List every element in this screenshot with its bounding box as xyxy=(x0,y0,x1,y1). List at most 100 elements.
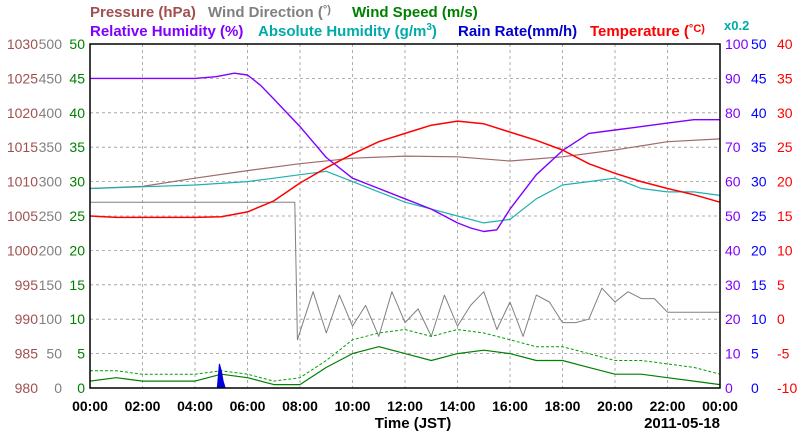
temperature-tick-label: 30 xyxy=(777,105,793,121)
x-tick-label: 00:00 xyxy=(72,398,108,414)
rain_rate-tick-label: 40 xyxy=(751,105,767,121)
rain_rate-tick-label: 5 xyxy=(751,346,759,362)
pressure-tick-label: 995 xyxy=(15,277,39,293)
x-tick-label: 14:00 xyxy=(440,398,476,414)
rain_rate-tick-label: 25 xyxy=(751,208,767,224)
humidity-tick-label: 80 xyxy=(725,105,741,121)
wind_speed-tick-label: 25 xyxy=(69,208,85,224)
humidity-tick-label: 50 xyxy=(725,208,741,224)
series-abs-humidity xyxy=(89,170,721,224)
rain_rate-tick-label: 45 xyxy=(751,70,767,86)
temperature-tick-label: 15 xyxy=(777,208,793,224)
humidity-tick-label: 20 xyxy=(725,311,741,327)
humidity-tick-label: 10 xyxy=(725,346,741,362)
temperature-tick-label: -10 xyxy=(777,380,797,396)
series-temperature xyxy=(89,120,721,219)
humidity-tick-label: 60 xyxy=(725,174,741,190)
rain_rate-tick-label: 35 xyxy=(751,139,767,155)
wind_speed-tick-label: 20 xyxy=(69,242,85,258)
series-wind-speed xyxy=(89,346,721,386)
x-axis-label: Time (JST) xyxy=(375,415,451,432)
humidity-tick-label: 40 xyxy=(725,242,741,258)
title-pressure: Pressure (hPa) xyxy=(90,4,196,21)
x-tick-label: 16:00 xyxy=(492,398,528,414)
series-pressure xyxy=(89,138,721,190)
pressure-tick-label: 1010 xyxy=(7,174,38,190)
wind_dir-tick-label: 200 xyxy=(39,242,63,258)
pressure-tick-label: 1020 xyxy=(7,105,38,121)
wind_dir-tick-label: 450 xyxy=(39,70,63,86)
x-tick-label: 00:00 xyxy=(702,398,738,414)
temperature-tick-label: 35 xyxy=(777,70,793,86)
humidity-tick-label: 30 xyxy=(725,277,741,293)
rain_rate-tick-label: 0 xyxy=(751,380,759,396)
wind_speed-tick-label: 30 xyxy=(69,174,85,190)
x-tick-label: 06:00 xyxy=(230,398,266,414)
wind_dir-tick-label: 50 xyxy=(46,346,62,362)
wind_dir-tick-label: 300 xyxy=(39,174,63,190)
temperature-tick-label: 10 xyxy=(777,242,793,258)
x-axis: 00:00 02:00 04:00 06:00 08:00 10:00 12:00 14:00… xyxy=(72,398,738,414)
pressure-tick-label: 990 xyxy=(15,311,39,327)
date-label: 2011-05-18 xyxy=(644,415,720,432)
series-wind-speed-gust xyxy=(90,329,721,382)
humidity-tick-label: 0 xyxy=(725,380,733,396)
x-tick-label: 08:00 xyxy=(282,398,318,414)
left-axes: 9809859909951000100510101015102010251030… xyxy=(7,36,85,396)
plot-frame xyxy=(89,43,721,389)
temperature-tick-label: 20 xyxy=(777,174,793,190)
title-wind-direction: Wind Direction (°) xyxy=(208,4,331,21)
wind_dir-tick-label: 350 xyxy=(39,139,63,155)
wind_speed-tick-label: 10 xyxy=(69,311,85,327)
title-relative-humidity: Relative Humidity (%) xyxy=(90,23,243,40)
title-wind-speed: Wind Speed (m/s) xyxy=(352,4,478,21)
x-tick-label: 18:00 xyxy=(545,398,581,414)
pressure-tick-label: 1025 xyxy=(7,70,38,86)
temperature-tick-label: 40 xyxy=(777,36,793,52)
temperature-tick-label: -5 xyxy=(777,346,790,362)
wind_speed-tick-label: 0 xyxy=(77,380,85,396)
pressure-tick-label: 1015 xyxy=(7,139,38,155)
wind_dir-tick-label: 150 xyxy=(39,277,63,293)
humidity-tick-label: 100 xyxy=(725,36,749,52)
wind_speed-tick-label: 40 xyxy=(69,105,85,121)
rain_rate-tick-label: 50 xyxy=(751,36,767,52)
series-wind-dir xyxy=(90,201,720,341)
series-layer xyxy=(89,72,721,389)
title-temperature: Temperature (°C) xyxy=(590,23,705,40)
wind_dir-tick-label: 500 xyxy=(39,36,63,52)
wind_speed-tick-label: 45 xyxy=(69,70,85,86)
abs-humidity-scale-note: x0.2 xyxy=(724,18,749,33)
wind_dir-tick-label: 0 xyxy=(54,380,62,396)
series-humidity xyxy=(90,72,720,233)
title-rain-rate: Rain Rate(mm/h) xyxy=(458,23,577,40)
temperature-tick-label: 5 xyxy=(777,277,785,293)
x-tick-label: 22:00 xyxy=(650,398,686,414)
wind_speed-tick-label: 35 xyxy=(69,139,85,155)
x-tick-label: 20:00 xyxy=(597,398,633,414)
rain_rate-tick-label: 10 xyxy=(751,311,767,327)
wind_dir-tick-label: 250 xyxy=(39,208,63,224)
pressure-tick-label: 1000 xyxy=(7,242,38,258)
rain_rate-tick-label: 20 xyxy=(751,242,767,258)
right-axes: 0102030405060708090100051015202530354045… xyxy=(725,36,797,396)
wind_speed-tick-label: 15 xyxy=(69,277,85,293)
wind_speed-tick-label: 5 xyxy=(77,346,85,362)
humidity-tick-label: 70 xyxy=(725,139,741,155)
rain_rate-tick-label: 30 xyxy=(751,174,767,190)
x-tick-label: 04:00 xyxy=(177,398,213,414)
pressure-tick-label: 1005 xyxy=(7,208,38,224)
humidity-tick-label: 90 xyxy=(725,70,741,86)
x-tick-label: 02:00 xyxy=(125,398,161,414)
temperature-tick-label: 0 xyxy=(777,311,785,327)
wind_dir-tick-label: 100 xyxy=(39,311,63,327)
pressure-tick-label: 1030 xyxy=(7,36,38,52)
temperature-tick-label: 25 xyxy=(777,139,793,155)
rain_rate-tick-label: 15 xyxy=(751,277,767,293)
wind_dir-tick-label: 400 xyxy=(39,105,63,121)
x-tick-label: 12:00 xyxy=(387,398,423,414)
wind_speed-tick-label: 50 xyxy=(69,36,85,52)
title-absolute-humidity: Absolute Humidity (g/m3) xyxy=(258,22,437,40)
pressure-tick-label: 985 xyxy=(15,346,39,362)
